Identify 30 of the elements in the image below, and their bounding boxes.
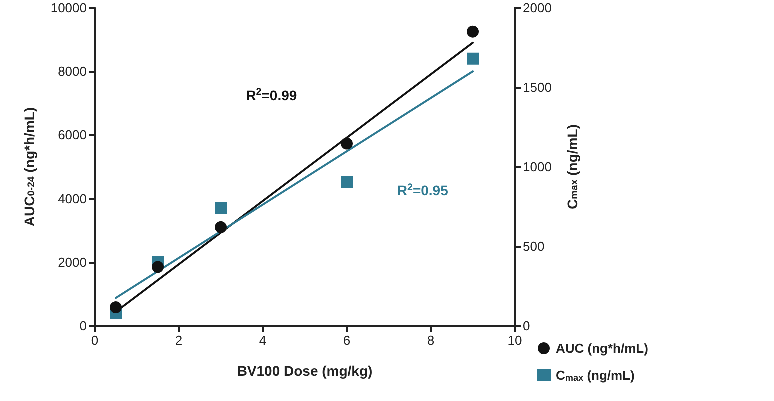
- y2-tick-label: 1000: [523, 160, 552, 174]
- x-tick-label: 6: [343, 333, 351, 348]
- x-tick-label: 8: [427, 333, 435, 348]
- legend-label: Cmax (ng/mL): [556, 368, 635, 383]
- y-tick-label: 10000: [50, 0, 87, 16]
- y-tick-label: 6000: [58, 128, 87, 143]
- point: [467, 26, 479, 38]
- y2-tick-label: 500: [523, 239, 545, 254]
- y-tick-label: 0: [80, 318, 87, 334]
- point: [341, 176, 353, 188]
- y2-axis-title: Cmax (ng/mL): [564, 124, 580, 210]
- y2-tick-label: 0: [523, 318, 530, 334]
- y-tick-label: 4000: [58, 191, 87, 206]
- point: [215, 202, 227, 214]
- legend-label: AUC (ng*h/mL): [556, 341, 648, 356]
- point: [152, 261, 164, 274]
- x-axis-title: BV100 Dose (mg/kg): [237, 363, 373, 379]
- y2-tick-label: 2000: [523, 0, 552, 16]
- point: [110, 302, 122, 314]
- y-axis-title: AUC0-24 (ng*h/mL): [22, 107, 38, 227]
- x-tick-label: 10: [508, 333, 522, 348]
- x-tick-label: 0: [91, 333, 99, 348]
- point: [341, 138, 353, 150]
- x-tick-label: 4: [259, 333, 267, 348]
- y-tick-label: 8000: [58, 64, 87, 80]
- y2-tick-label: 1500: [523, 80, 552, 95]
- y-tick-label: 2000: [58, 254, 87, 270]
- x-tick-label: 2: [175, 333, 183, 348]
- point: [467, 52, 479, 65]
- point: [215, 221, 227, 234]
